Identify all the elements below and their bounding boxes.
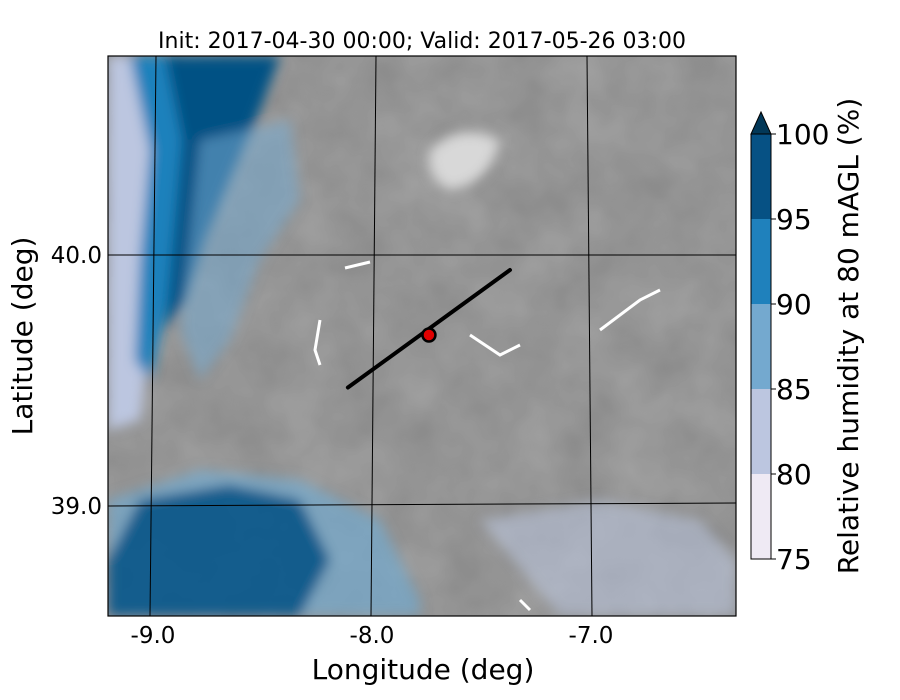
colorbar-band — [751, 134, 771, 219]
rh-region-85-inland — [180, 120, 300, 380]
gridline-lon-7 — [586, 55, 593, 617]
colorbar-frame — [750, 133, 772, 560]
y-tick-label: 39.0 — [51, 494, 102, 520]
rh-region-south-95 — [108, 485, 330, 616]
colorbar-band — [751, 304, 771, 389]
gridlines — [107, 55, 737, 617]
map-frame — [107, 55, 737, 617]
colorbar-tick-label: 80 — [776, 458, 812, 491]
colorbar-tick-label: 75 — [776, 543, 812, 576]
colorbar: 75 80 85 90 95 100 Relative humidity at 80 mA… — [750, 98, 865, 576]
colorbar-tick-label: 90 — [776, 288, 812, 321]
humidity-regions — [108, 56, 736, 616]
x-tick-label: -7.0 — [569, 623, 614, 649]
colorbar-label: Relative humidity at 80 mAGL (%) — [832, 98, 865, 575]
gridline-lon-9 — [149, 55, 157, 617]
site-marker — [421, 327, 437, 343]
rh-region-southeast-80 — [480, 500, 736, 616]
x-tick-label: -9.0 — [131, 623, 176, 649]
colorbar-tick-label: 85 — [776, 373, 812, 406]
colorbar-band — [751, 474, 771, 559]
y-tick-label: 40.0 — [51, 243, 102, 269]
x-tick-label: -8.0 — [350, 623, 395, 649]
colorbar-extend-arrow — [750, 110, 772, 135]
colorbar-tick-label: 95 — [776, 203, 812, 236]
rh-region-peak-white — [429, 132, 500, 190]
colorbar-tick-label: 100 — [776, 118, 829, 151]
colorbar-band — [751, 389, 771, 474]
colorbar-band — [751, 219, 771, 304]
gridline-lon-8 — [370, 55, 377, 617]
gridline-lat-39 — [107, 502, 737, 507]
chart-title: Init: 2017-04-30 00:00; Valid: 2017-05-2… — [158, 29, 686, 54]
x-axis-label: Longitude (deg) — [312, 653, 535, 686]
river-features — [313, 260, 661, 612]
y-axis-label: Latitude (deg) — [6, 237, 39, 436]
